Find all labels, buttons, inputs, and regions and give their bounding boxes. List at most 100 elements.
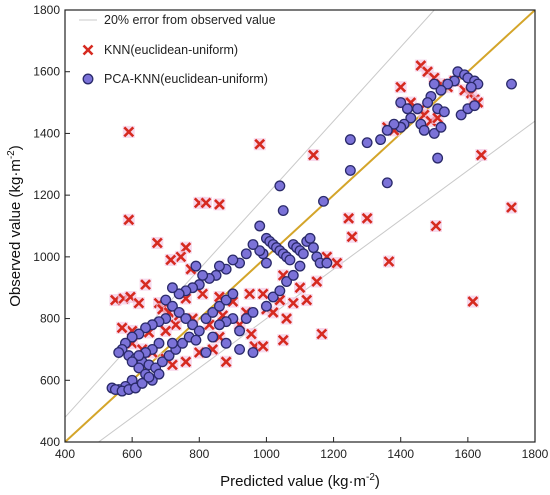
pca-knn-point [254, 220, 266, 232]
pca-knn-point [455, 109, 467, 121]
pca-knn-point [307, 242, 319, 254]
knn-point [179, 355, 192, 368]
knn-point [300, 294, 313, 307]
pca-knn-point [140, 322, 152, 334]
pca-knn-point [395, 97, 407, 109]
pca-knn-point [274, 180, 286, 192]
pca-knn-point [297, 248, 309, 260]
knn-point [166, 358, 179, 371]
pca-knn-point [438, 106, 450, 118]
pca-knn-point [113, 347, 125, 358]
pca-knn-point [381, 177, 393, 189]
pca-knn-point [506, 78, 517, 90]
pca-knn-point [166, 337, 178, 349]
pca-knn-point [277, 205, 289, 217]
pca-knn-point [126, 356, 138, 368]
knn-point [475, 149, 488, 162]
pca-knn-point [207, 331, 219, 343]
pca-knn-point [428, 78, 440, 90]
knn-point [174, 250, 187, 263]
legend-pca-knn-marker [82, 73, 94, 85]
pca-knn-point [469, 100, 481, 112]
pca-knn-point [190, 334, 202, 346]
knn-point [132, 297, 145, 310]
knn-point [213, 198, 226, 211]
knn-point [277, 334, 290, 347]
pca-knn-point [220, 294, 232, 306]
knn-point [220, 355, 233, 368]
legend-pca-knn-label: PCA-KNN(euclidean-uniform) [104, 72, 268, 86]
pca-knn-point [422, 97, 434, 109]
pca-knn-point [234, 343, 246, 355]
axis-ticks: 400 600 800 1000 1200 1400 1600 1800 400 600 800 10… [33, 3, 548, 461]
pca-knn-point [220, 337, 232, 349]
pca-knn-point [388, 118, 400, 130]
knn-point [294, 281, 306, 294]
pca-knn-point [267, 291, 279, 303]
knn-point [179, 241, 192, 254]
pca-knn-point [240, 313, 252, 325]
knn-point [505, 201, 518, 214]
legend-knn-label: KNN(euclidean-uniform) [104, 43, 238, 57]
x-tick-label: 1400 [387, 447, 414, 461]
x-tick-label: 1600 [455, 447, 482, 461]
pca-knn-point [287, 269, 299, 281]
knn-point [342, 212, 355, 225]
pca-knn-point [432, 152, 444, 164]
legend-error-label: 20% error from observed value [104, 13, 276, 27]
knn-point [310, 275, 323, 288]
pca-knn-point [274, 285, 286, 297]
y-tick-label: 1400 [33, 126, 60, 140]
x-tick-label: 1800 [522, 447, 549, 461]
y-tick-label: 1000 [33, 250, 60, 264]
pca-knn-point [318, 195, 329, 207]
pca-knn-point [227, 288, 239, 300]
knn-point [382, 255, 395, 268]
pca-knn-point [321, 257, 333, 269]
pca-knn-point [428, 127, 440, 139]
pca-knn-point [136, 377, 148, 389]
y-tick-label: 1200 [33, 188, 60, 202]
knn-point [429, 220, 442, 232]
y-tick-label: 1600 [33, 65, 60, 79]
pca-knn-point [153, 368, 165, 380]
pca-knn-point [234, 325, 246, 337]
pca-knn-point [435, 84, 447, 96]
knn-point [253, 138, 266, 151]
pca-knn-point [375, 134, 387, 146]
pca-knn-point [143, 371, 155, 383]
knn-point [257, 287, 270, 300]
knn-point [346, 230, 359, 243]
knn-point [151, 236, 164, 249]
pca-knn-point [247, 306, 259, 318]
pca-knn-point [133, 362, 145, 374]
knn-point [361, 212, 374, 225]
pca-knn-point [412, 103, 423, 115]
pca-knn-point [190, 260, 202, 272]
pca-knn-point [247, 347, 259, 358]
pca-knn-point [344, 165, 356, 176]
pca-knn-point [247, 239, 259, 250]
x-tick-label: 1000 [253, 447, 280, 461]
knn-point [139, 278, 152, 291]
y-tick-label: 1800 [33, 3, 60, 17]
pca-knn-point [200, 313, 212, 325]
knn-point [169, 318, 182, 331]
knn-point [159, 324, 172, 337]
knn-point [122, 125, 135, 138]
data-points [106, 59, 518, 397]
pca-knn-point [133, 350, 145, 362]
pca-knn-point [260, 257, 272, 269]
pca-knn-point [187, 319, 199, 331]
knn-point [164, 253, 177, 266]
pca-knn-point [213, 260, 225, 272]
pca-knn-point [207, 306, 219, 318]
pca-knn-point [260, 300, 272, 312]
legend-knn-marker [82, 44, 94, 56]
knn-point [196, 287, 209, 300]
pca-knn-point [173, 288, 185, 300]
knn-point [116, 321, 129, 334]
pca-knn-point [401, 103, 413, 115]
knn-point [122, 213, 135, 226]
